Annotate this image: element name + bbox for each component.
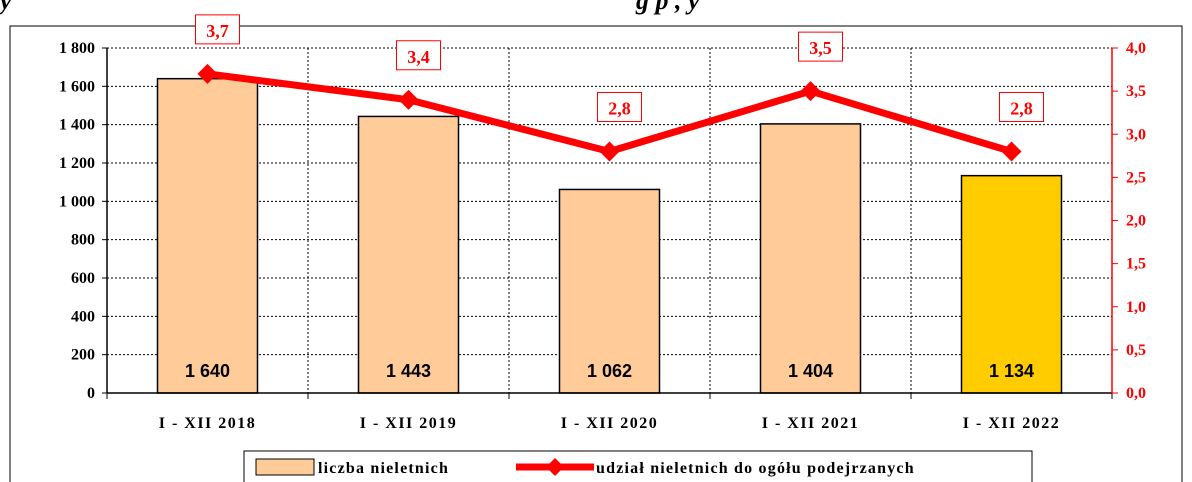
chart-frame <box>9 25 1183 482</box>
left-axis-tick-label: 200 <box>71 347 95 364</box>
bar-value-label: 1 062 <box>587 361 632 381</box>
legend-box <box>243 450 1033 482</box>
left-axis-tick-label: 1 600 <box>59 78 95 95</box>
x-axis-category-label: I - XII 2021 <box>762 415 860 432</box>
legend-label-line: udział nieletnich do ogółu podejrzanych <box>596 460 915 477</box>
left-axis-tick-label: 1 400 <box>59 117 95 134</box>
legend-swatch-marker <box>546 458 564 476</box>
bar-value-label: 1 404 <box>788 361 833 381</box>
left-axis-tick-label: 1 200 <box>59 155 95 172</box>
x-axis-category-label: I - XII 2019 <box>360 415 458 432</box>
right-axis-tick-label: 0,0 <box>1126 385 1146 402</box>
bar-i-xii2018 <box>156 77 259 394</box>
bar-i-xii2019 <box>357 115 460 394</box>
left-axis-tick-label: 1 800 <box>59 40 95 57</box>
x-axis-category-label: I - XII 2022 <box>963 415 1061 432</box>
line-value-label-box <box>597 92 642 122</box>
left-axis-tick-label: 1 000 <box>59 193 95 210</box>
bar-i-xii2020 <box>558 188 661 394</box>
line-point-marker <box>197 63 218 84</box>
right-axis-tick-label: 2,0 <box>1126 213 1146 230</box>
bar-i-xii2021 <box>759 123 862 394</box>
bar-i-xii2022 <box>960 174 1063 394</box>
title-fragment-left: y <box>0 0 12 15</box>
left-axis-tick-label: 0 <box>87 385 95 402</box>
line-point-marker <box>599 141 620 162</box>
line-value-label: 2,8 <box>608 99 631 119</box>
x-axis-category-label: I - XII 2018 <box>159 415 257 432</box>
line-value-label: 2,8 <box>1010 99 1033 119</box>
line-value-label-box <box>999 92 1044 122</box>
line-value-label-box <box>195 14 240 45</box>
right-axis-tick-label: 1,0 <box>1126 299 1146 316</box>
bar-value-label: 1 443 <box>386 361 431 381</box>
bar-value-label: 1 640 <box>185 361 230 381</box>
right-axis-tick-label: 1,5 <box>1126 256 1146 273</box>
line-value-label-box <box>798 31 843 62</box>
x-axis-category-label: I - XII 2020 <box>561 415 659 432</box>
line-value-label: 3,4 <box>407 47 430 67</box>
left-axis-tick-label: 800 <box>71 232 95 249</box>
line-value-label-box <box>396 40 441 71</box>
right-axis-tick-label: 2,5 <box>1126 169 1146 186</box>
right-axis-tick-label: 3,5 <box>1126 83 1146 100</box>
legend-label-bar: liczba nieletnich <box>318 460 449 477</box>
line-value-label: 3,5 <box>809 38 832 58</box>
legend-swatch-bar <box>255 458 315 476</box>
chart-title-fragment: y g p , y <box>0 0 1192 22</box>
left-axis-tick-label: 400 <box>71 308 95 325</box>
bar-value-label: 1 134 <box>989 361 1034 381</box>
right-axis-tick-label: 4,0 <box>1126 40 1146 57</box>
right-axis-tick-label: 0,5 <box>1126 342 1146 359</box>
title-fragment-right: g p , y <box>636 0 700 15</box>
line-value-label: 3,7 <box>206 21 229 41</box>
line-point-marker <box>398 89 419 110</box>
right-axis-tick-label: 3,0 <box>1126 126 1146 143</box>
line-point-marker <box>1001 141 1022 162</box>
left-axis-tick-label: 600 <box>71 270 95 287</box>
line-point-marker <box>800 81 821 102</box>
